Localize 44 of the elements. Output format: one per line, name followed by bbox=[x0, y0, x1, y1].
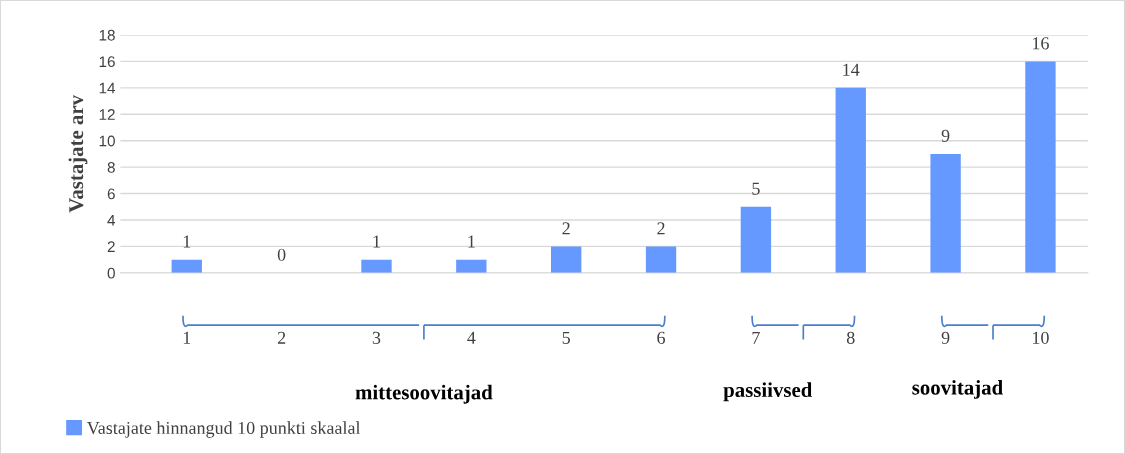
x-tick-label: 2 bbox=[277, 331, 286, 344]
y-axis-title: Vastajate arv bbox=[68, 94, 88, 213]
y-tick-label: 18 bbox=[99, 29, 115, 41]
data-label: 14 bbox=[843, 63, 860, 76]
x-tick-label: 7 bbox=[752, 331, 760, 344]
x-tick-label: 1 bbox=[183, 331, 191, 344]
y-tick-label: 8 bbox=[107, 161, 115, 173]
x-tick-label: 9 bbox=[941, 331, 950, 344]
data-label: 16 bbox=[1033, 37, 1049, 50]
data-label: 5 bbox=[752, 182, 760, 195]
y-tick-label: 10 bbox=[99, 135, 115, 147]
y-tick-label: 6 bbox=[107, 188, 115, 200]
bar bbox=[1025, 61, 1056, 273]
text: mittesoovitajad bbox=[355, 384, 493, 404]
data-label: 2 bbox=[657, 222, 665, 235]
data-label: 2 bbox=[562, 222, 570, 235]
bar bbox=[456, 259, 487, 273]
legend-label: Vastajate hinnangud 10 punkti skaalal bbox=[86, 421, 361, 438]
x-tick-label: 5 bbox=[562, 331, 570, 344]
x-tick-label: 10 bbox=[1033, 331, 1049, 344]
x-tick-label: 3 bbox=[372, 331, 381, 344]
data-label: 9 bbox=[941, 129, 950, 142]
bar bbox=[361, 259, 392, 273]
x-tick-label: 6 bbox=[657, 331, 666, 344]
data-label: 1 bbox=[468, 235, 475, 248]
bar bbox=[835, 87, 866, 273]
bar bbox=[645, 246, 677, 273]
y-tick-label: 16 bbox=[99, 56, 115, 68]
bar bbox=[171, 259, 202, 273]
data-label: 0 bbox=[277, 248, 286, 261]
x-tick-label: 4 bbox=[467, 331, 476, 344]
y-tick-label: 2 bbox=[107, 241, 115, 252]
y-tick-label: 12 bbox=[99, 109, 115, 120]
data-label: 1 bbox=[183, 235, 191, 248]
text: soovitajad bbox=[912, 379, 1003, 399]
data-label: 1 bbox=[373, 235, 380, 248]
bar bbox=[930, 153, 961, 273]
y-tick-label: 14 bbox=[99, 82, 116, 94]
bar bbox=[551, 246, 582, 273]
text: passiivsed bbox=[723, 382, 813, 402]
y-tick-label: 0 bbox=[107, 267, 115, 279]
x-tick-label: 8 bbox=[846, 331, 855, 344]
y-tick-label: 4 bbox=[107, 215, 116, 226]
bar bbox=[740, 206, 772, 273]
